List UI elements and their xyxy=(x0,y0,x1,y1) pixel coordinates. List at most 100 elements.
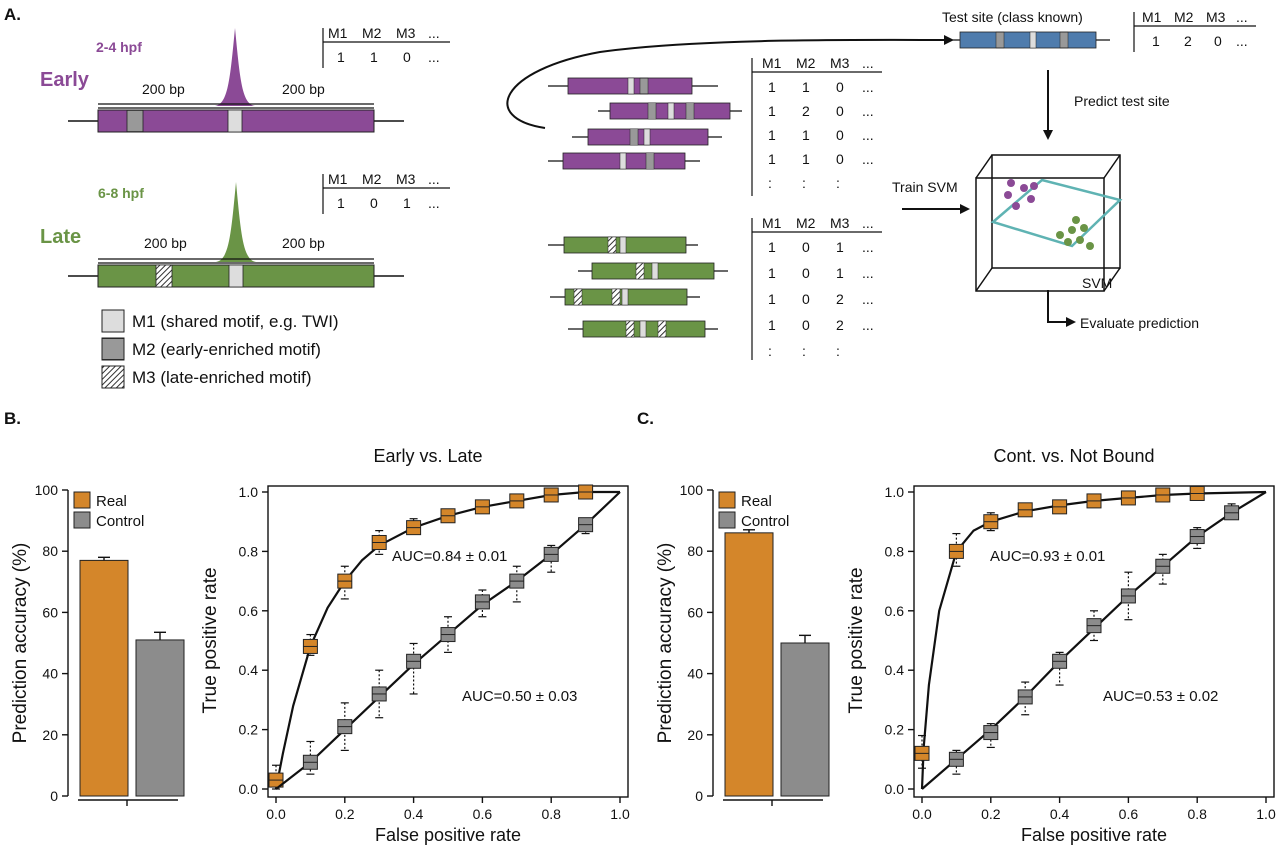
em-h1: M2 xyxy=(796,55,816,71)
chart-title: Cont. vs. Not Bound xyxy=(993,446,1154,466)
y-tick-label: 0.2 xyxy=(885,722,905,738)
lm-h0: M1 xyxy=(762,215,782,231)
test-site-region xyxy=(959,31,1097,49)
y-tick-label: 0 xyxy=(695,788,703,804)
late-matrix-cell: 1 xyxy=(836,239,844,255)
early-matrix-cell: : xyxy=(836,175,840,191)
late-flank-left: 200 bp xyxy=(144,235,187,251)
early-matrix-cell: ... xyxy=(862,79,874,95)
legend-label-real: Real xyxy=(741,493,772,510)
early-value-more: ... xyxy=(428,49,440,65)
early-training-matrix: M1 M2 M3 ... 1 1 0 ...1 2 0 ...1 1 0 ...1 1 0...::: xyxy=(751,55,882,196)
early-matrix-cell: ... xyxy=(862,103,874,119)
legend-label-control: Control xyxy=(741,513,789,530)
x-tick-label: 1.0 xyxy=(1256,806,1276,822)
late-matrix-cell: 2 xyxy=(836,291,844,307)
y-tick-label: 0.6 xyxy=(885,603,905,619)
late-peak xyxy=(216,182,256,262)
early-header-m1: M1 xyxy=(328,25,348,41)
early-m2-motif xyxy=(126,109,144,133)
y-tick-label: 20 xyxy=(687,727,703,743)
x-tick-label: 0.0 xyxy=(912,806,932,822)
legend-m3-text: M3 (late-enriched motif) xyxy=(132,368,312,387)
x-tick-label: 0.0 xyxy=(266,806,286,822)
legend-swatch-real xyxy=(73,491,91,509)
y-axis-label: True positive rate xyxy=(846,567,867,713)
late-matrix-cell: : xyxy=(802,343,806,359)
early-matrix-cell: 0 xyxy=(836,127,844,143)
auc-label-control: AUC=0.53 ± 0.02 xyxy=(1103,688,1218,705)
plot-frame xyxy=(267,485,629,798)
y-axis-label: True positive rate xyxy=(200,567,221,713)
y-tick-label: 0.4 xyxy=(239,662,259,678)
test-v1: 2 xyxy=(1184,33,1192,49)
x-tick-label: 0.4 xyxy=(404,806,424,822)
x-tick-label: 0.4 xyxy=(1050,806,1070,822)
y-tick-label: 100 xyxy=(35,482,59,498)
late-feature-table: M1 M2 M3 ... 1 0 1 ... xyxy=(322,171,450,214)
late-value-m2: 0 xyxy=(370,195,378,211)
test-v0: 1 xyxy=(1152,33,1160,49)
bar-control xyxy=(135,639,185,797)
late-matrix-cell: 1 xyxy=(768,265,776,281)
early-value-m2: 1 xyxy=(370,49,378,65)
x-tick-label: 0.6 xyxy=(473,806,493,822)
lm-h1: M2 xyxy=(796,215,816,231)
early-header-m3: M3 xyxy=(396,25,416,41)
test-site: Test site (class known) M1 M2 M3 ... 1 2… xyxy=(942,9,1256,52)
late-matrix-cell: : xyxy=(768,343,772,359)
plot-frame xyxy=(913,485,1275,798)
early-flank-right: 200 bp xyxy=(282,81,325,97)
y-tick-label: 0.4 xyxy=(885,662,905,678)
svm-cube: SVM xyxy=(975,154,1123,292)
predict-label: Predict test site xyxy=(1074,93,1170,109)
early-matrix-cell: 0 xyxy=(836,151,844,167)
y-axis-label: Prediction accuracy (%) xyxy=(10,543,31,744)
auc-label-real: AUC=0.93 ± 0.01 xyxy=(990,548,1105,565)
early-matrix-cell: 1 xyxy=(802,151,810,167)
train-svm-label: Train SVM xyxy=(892,179,958,195)
panel-c-label: C. xyxy=(637,409,654,428)
late-label: Late xyxy=(40,226,81,248)
late-matrix-cell: 0 xyxy=(802,265,810,281)
late-header-m2: M2 xyxy=(362,171,382,187)
y-tick-label: 1.0 xyxy=(885,484,905,500)
legend-m3-swatch xyxy=(101,365,125,389)
y-tick-label: 40 xyxy=(687,666,703,682)
y-tick-label: 80 xyxy=(687,543,703,559)
late-m3-motif xyxy=(155,264,173,288)
late-matrix-cell: 1 xyxy=(836,265,844,281)
late-matrix-cell: ... xyxy=(862,317,874,333)
y-tick-label: 0.0 xyxy=(239,781,259,797)
em-h3: ... xyxy=(862,55,874,71)
test-v2: 0 xyxy=(1214,33,1222,49)
panel-a-label: A. xyxy=(4,5,21,24)
x-axis-label: False positive rate xyxy=(375,825,521,845)
y-tick-label: 60 xyxy=(42,604,58,620)
test-site-label: Test site (class known) xyxy=(942,9,1083,25)
em-h0: M1 xyxy=(762,55,782,71)
panel-c-bar-chart: 0 20 40 60 80 100 Real Control Prediction accura… xyxy=(655,482,830,806)
legend-label-real: Real xyxy=(96,493,127,510)
motif-legend: M1 (shared motif, e.g. TWI) M2 (early-en… xyxy=(101,309,339,389)
early-matrix-cell: 2 xyxy=(802,103,810,119)
late-matrix-cell: 0 xyxy=(802,317,810,333)
auc-label-control: AUC=0.50 ± 0.03 xyxy=(462,688,577,705)
auc-label-real: AUC=0.84 ± 0.01 xyxy=(392,548,507,565)
legend-swatch-control xyxy=(718,511,736,529)
late-matrix-cell: ... xyxy=(862,239,874,255)
test-h3: ... xyxy=(1236,9,1248,25)
early-label: Early xyxy=(40,69,90,91)
late-value-m3: 1 xyxy=(403,195,411,211)
early-points xyxy=(1004,179,1038,210)
early-m1-motif xyxy=(227,109,243,133)
legend-label-control: Control xyxy=(96,513,144,530)
early-value-m1: 1 xyxy=(337,49,345,65)
early-matrix-cell: 0 xyxy=(836,103,844,119)
early-value-m3: 0 xyxy=(403,49,411,65)
y-tick-label: 100 xyxy=(680,482,704,498)
late-flank-right: 200 bp xyxy=(282,235,325,251)
x-tick-label: 0.8 xyxy=(541,806,561,822)
